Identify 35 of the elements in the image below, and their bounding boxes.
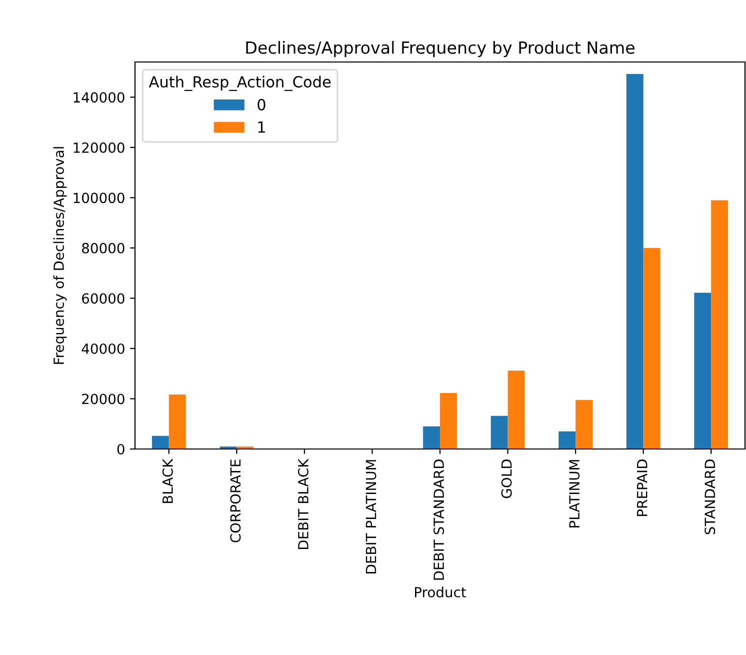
- legend-title: Auth_Resp_Action_Code: [148, 76, 331, 91]
- y-tick-label: 100000: [74, 192, 124, 204]
- x-tick-label: CORPORATE: [230, 460, 241, 542]
- bar: [423, 426, 440, 449]
- x-tick-label: PLATINUM: [569, 460, 580, 528]
- bar: [643, 248, 660, 449]
- bar: [508, 370, 525, 449]
- x-tick-label: DEBIT STANDARD: [434, 460, 444, 580]
- bar: [558, 431, 576, 449]
- bar: [576, 400, 592, 449]
- y-tick-label: 120000: [74, 142, 124, 153]
- bar: [152, 436, 169, 449]
- x-tick-label: STANDARD: [704, 460, 716, 534]
- chart-title: Declines/Approval Frequency by Product Name: [246, 41, 634, 58]
- x-tick-label: DEBIT BLACK: [298, 458, 308, 549]
- legend-label: 0: [258, 98, 266, 110]
- x-axis-title: Product: [415, 586, 466, 598]
- bar: [694, 292, 712, 449]
- y-tick-label: 20000: [82, 394, 124, 404]
- legend-label: 1: [258, 121, 265, 133]
- y-tick-label: 80000: [82, 242, 124, 254]
- y-tick-label: 140000: [74, 92, 124, 103]
- x-tick-label: PREPAID: [637, 460, 648, 516]
- y-tick-label: 40000: [82, 343, 124, 354]
- y-tick-label: 0: [117, 444, 124, 454]
- y-axis-title: Frequency of Declines/Approval: [53, 147, 67, 364]
- bar: [626, 74, 644, 449]
- x-tick-label: BLACK: [162, 458, 173, 504]
- x-tick-label: DEBIT PLATINUM: [366, 460, 376, 574]
- bar: [440, 392, 457, 449]
- y-tick-label: 60000: [82, 293, 124, 304]
- bar: [711, 200, 728, 449]
- x-tick-label: GOLD: [501, 460, 512, 498]
- bar: [490, 416, 508, 449]
- bar: [168, 394, 186, 449]
